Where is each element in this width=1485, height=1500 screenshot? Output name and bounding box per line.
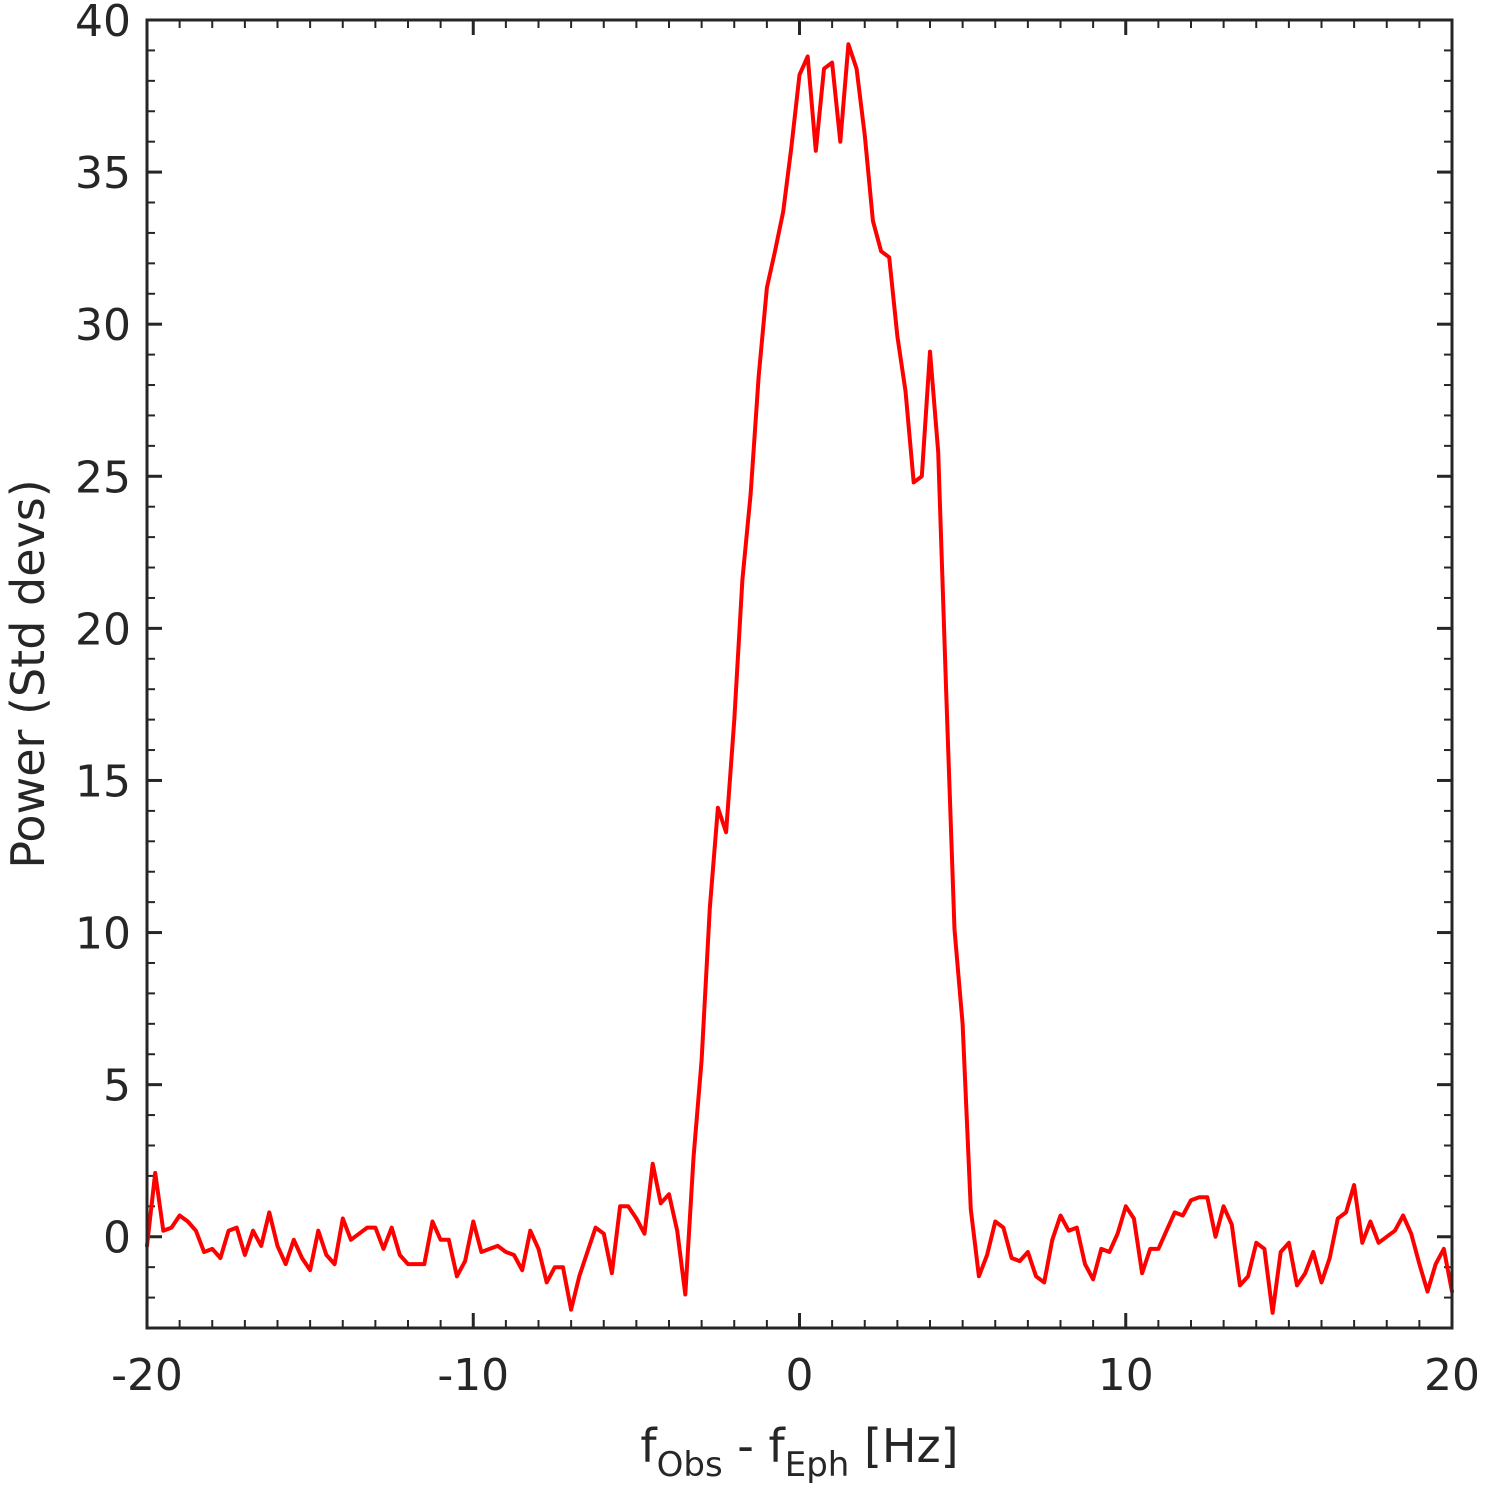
y-tick-label: 35 <box>75 148 131 199</box>
power-series-line <box>145 42 1454 1315</box>
plot-frame <box>145 18 1454 1330</box>
y-tick-label: 25 <box>75 452 131 503</box>
x-tick-label: -10 <box>437 1350 509 1401</box>
x-tick-label: 20 <box>1424 1350 1480 1401</box>
axis-ticks <box>145 18 1454 1329</box>
x-label-minus-f: - f <box>723 1419 787 1473</box>
y-axis-label: Power (Std devs) <box>1 479 55 868</box>
y-tick-label: 15 <box>75 756 131 807</box>
y-tick-label: 40 <box>75 0 131 47</box>
x-tick-label: 0 <box>786 1350 814 1401</box>
y-tick-label: 20 <box>75 604 131 655</box>
y-tick-label: 5 <box>103 1061 131 1112</box>
y-tick-label: 0 <box>103 1213 131 1264</box>
x-label-sub-eph: Eph <box>785 1445 850 1485</box>
x-label-unit: [Hz] <box>849 1419 958 1473</box>
x-tick-label: -20 <box>111 1350 183 1401</box>
x-axis-label: fObs - fEph [Hz] <box>640 1419 958 1485</box>
y-tick-label: 10 <box>75 909 131 960</box>
x-label-f-obs: f <box>640 1419 658 1473</box>
x-label-sub-obs: Obs <box>657 1445 723 1485</box>
x-tick-label: 10 <box>1098 1350 1154 1401</box>
tick-labels: -20 -10 0 10 20 0 5 10 15 20 25 30 35 40 <box>75 0 1480 1401</box>
y-tick-label: 30 <box>75 300 131 351</box>
